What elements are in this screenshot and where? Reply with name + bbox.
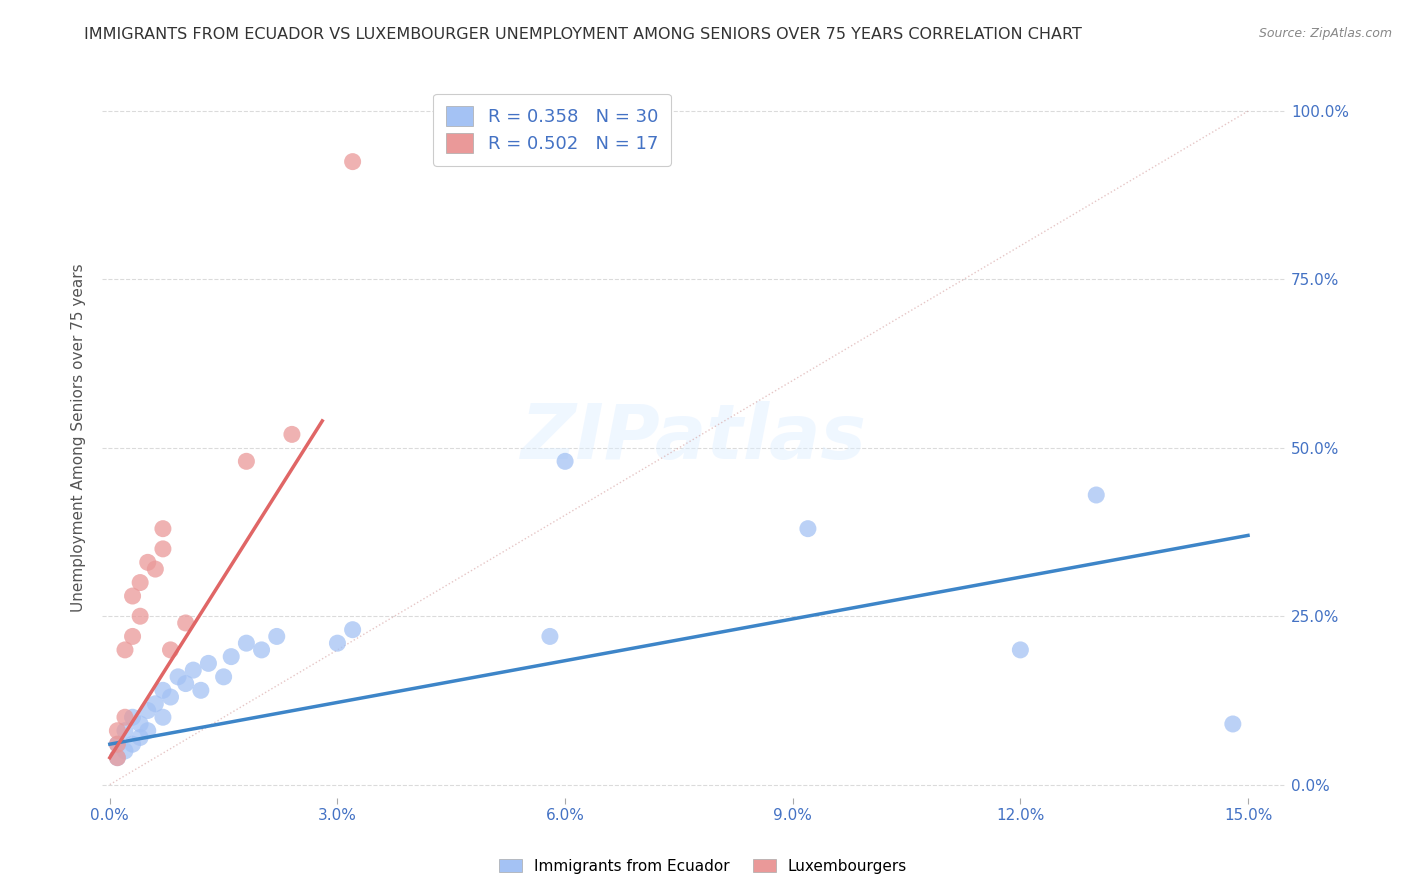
Point	[121, 710, 143, 724]
Legend: R = 0.358   N = 30, R = 0.502   N = 17: R = 0.358 N = 30, R = 0.502 N = 17	[433, 94, 671, 166]
Point	[129, 717, 152, 731]
Legend: Immigrants from Ecuador, Luxembourgers: Immigrants from Ecuador, Luxembourgers	[494, 853, 912, 880]
Text: ZIPatlas: ZIPatlas	[522, 401, 868, 475]
Point	[1010, 643, 1032, 657]
Point	[105, 737, 128, 751]
Point	[143, 697, 166, 711]
Point	[114, 643, 136, 657]
Point	[235, 636, 257, 650]
Point	[326, 636, 349, 650]
Point	[152, 541, 174, 556]
Point	[538, 629, 561, 643]
Point	[152, 683, 174, 698]
Point	[152, 522, 174, 536]
Point	[250, 643, 273, 657]
Point	[159, 643, 181, 657]
Point	[105, 750, 128, 764]
Point	[235, 454, 257, 468]
Point	[105, 750, 128, 764]
Point	[212, 670, 235, 684]
Point	[1222, 717, 1244, 731]
Point	[342, 623, 364, 637]
Point	[129, 575, 152, 590]
Point	[105, 737, 128, 751]
Point	[266, 629, 288, 643]
Point	[114, 710, 136, 724]
Point	[190, 683, 212, 698]
Point	[197, 657, 219, 671]
Point	[121, 629, 143, 643]
Point	[1085, 488, 1108, 502]
Point	[159, 690, 181, 704]
Point	[129, 609, 152, 624]
Text: IMMIGRANTS FROM ECUADOR VS LUXEMBOURGER UNEMPLOYMENT AMONG SENIORS OVER 75 YEARS: IMMIGRANTS FROM ECUADOR VS LUXEMBOURGER …	[84, 27, 1083, 42]
Point	[797, 522, 820, 536]
Point	[114, 744, 136, 758]
Point	[114, 723, 136, 738]
Point	[121, 737, 143, 751]
Point	[136, 723, 159, 738]
Point	[136, 555, 159, 569]
Point	[121, 589, 143, 603]
Point	[167, 670, 190, 684]
Point	[174, 676, 197, 690]
Point	[174, 615, 197, 630]
Point	[105, 723, 128, 738]
Point	[281, 427, 304, 442]
Point	[219, 649, 242, 664]
Point	[152, 710, 174, 724]
Point	[554, 454, 576, 468]
Point	[181, 663, 204, 677]
Y-axis label: Unemployment Among Seniors over 75 years: Unemployment Among Seniors over 75 years	[72, 263, 86, 612]
Point	[136, 704, 159, 718]
Text: Source: ZipAtlas.com: Source: ZipAtlas.com	[1258, 27, 1392, 40]
Point	[129, 731, 152, 745]
Point	[342, 154, 364, 169]
Point	[143, 562, 166, 576]
